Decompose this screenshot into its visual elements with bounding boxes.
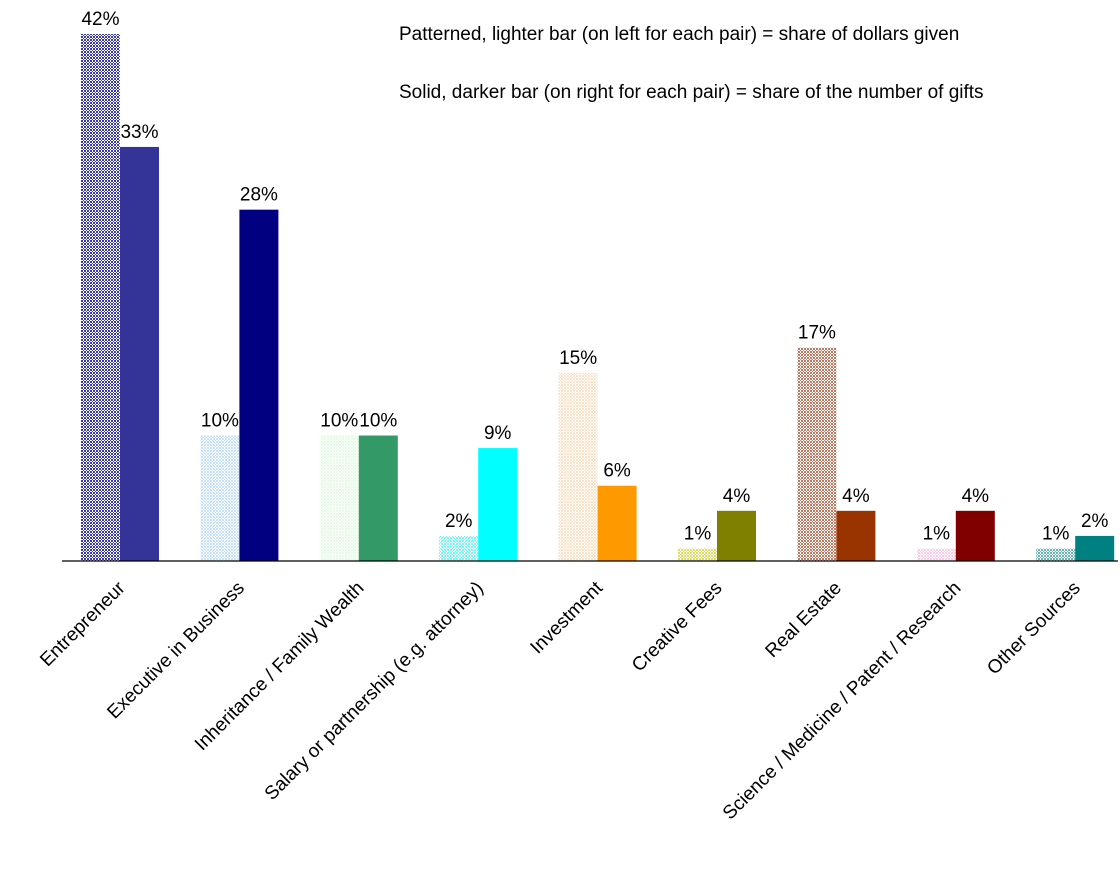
patterned-value-label: 10% <box>201 411 239 432</box>
solid-value-label: 28% <box>240 185 278 206</box>
solid-value-label: 33% <box>120 122 158 143</box>
solid-value-label: 10% <box>359 411 397 432</box>
bars-layer <box>81 34 1115 561</box>
patterned-value-label: 15% <box>559 348 597 369</box>
category-tick-label: Creative Fees <box>628 578 726 676</box>
solid-bar <box>239 209 279 561</box>
legend-note-patterned: Patterned, lighter bar (on left for each… <box>399 24 960 45</box>
patterned-bar <box>439 535 479 561</box>
solid-bar <box>836 510 876 561</box>
category-tick-label: Executive in Business <box>103 578 249 724</box>
patterned-bar <box>916 548 956 561</box>
solid-value-label: 4% <box>962 486 990 507</box>
patterned-value-label: 1% <box>684 523 712 544</box>
category-tick-label: Entrepreneur <box>36 577 130 671</box>
solid-bar <box>717 510 756 561</box>
category-tick-label: Investment <box>527 577 608 658</box>
patterned-bar <box>797 347 837 561</box>
patterned-bar <box>1036 548 1076 561</box>
patterned-bar <box>319 435 359 561</box>
category-tick-label: Science / Medicine / Patent / Research <box>719 578 965 824</box>
category-tick-label: Real Estate <box>762 578 846 662</box>
solid-value-label: 9% <box>484 423 512 444</box>
patterned-bar <box>558 372 598 561</box>
category-tick-label: Salary or partnership (e.g. attorney) <box>261 578 488 805</box>
value-labels-layer: 42%33%10%28%10% 10%2%9%15%6%1%4%17%4%1%4%… <box>81 9 1108 544</box>
solid-bar <box>955 510 995 561</box>
patterned-value-label: 42% <box>81 9 119 30</box>
category-tick-label: Other Sources <box>983 578 1084 679</box>
patterned-bar <box>81 34 120 561</box>
solid-bar <box>1075 535 1115 561</box>
patterned-bar <box>200 435 240 561</box>
solid-bar <box>120 146 159 561</box>
patterned-value-label: 10% <box>320 411 358 432</box>
patterned-value-label: 2% <box>445 511 473 532</box>
solid-bar <box>478 448 518 561</box>
patterned-value-label: 1% <box>1042 523 1070 544</box>
solid-value-label: 6% <box>603 461 631 482</box>
legend-note-solid: Solid, darker bar (on right for each pai… <box>399 82 984 103</box>
solid-value-label: 4% <box>723 486 751 507</box>
solid-bar <box>597 485 637 561</box>
patterned-bar <box>678 548 717 561</box>
patterned-value-label: 17% <box>798 323 836 344</box>
solid-value-label: 4% <box>842 486 870 507</box>
solid-value-label: 2% <box>1081 511 1109 532</box>
solid-bar <box>358 435 398 561</box>
patterned-value-label: 1% <box>923 523 951 544</box>
